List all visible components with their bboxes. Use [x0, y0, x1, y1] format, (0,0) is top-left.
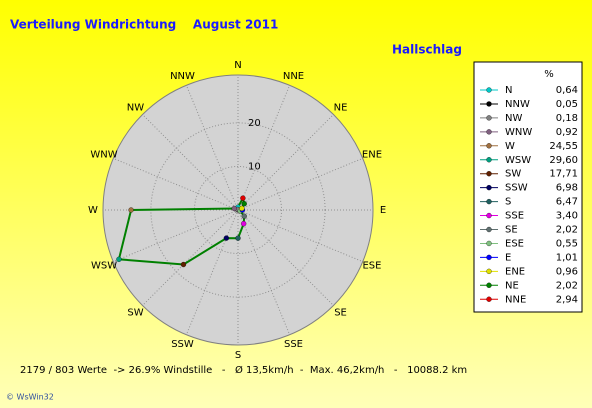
legend-value: 2,94 — [556, 294, 578, 305]
legend-unit: % — [544, 69, 554, 80]
legend-value: 0,92 — [556, 127, 578, 138]
legend-label: ENE — [505, 266, 525, 277]
direction-label: WSW — [91, 260, 117, 271]
grid-circle — [193, 165, 283, 255]
legend-marker — [486, 87, 492, 93]
data-point — [241, 213, 247, 219]
data-point — [231, 205, 237, 212]
data-point — [180, 261, 187, 268]
legend-label: W — [505, 141, 515, 152]
legend-label: S — [505, 197, 511, 208]
direction-label: WNW — [90, 150, 117, 161]
legend-value: 1,01 — [556, 252, 578, 263]
legend-value: 0,55 — [556, 238, 578, 249]
legend-value: 0,64 — [556, 85, 578, 96]
legend-label: NNE — [505, 294, 526, 305]
data-point — [235, 235, 241, 241]
data-point — [116, 256, 122, 262]
direction-label: SSW — [171, 339, 194, 350]
data-point — [241, 221, 247, 227]
r-tick-label: 10 — [248, 161, 261, 172]
legend-value: 6,47 — [556, 197, 578, 208]
r-tick-label: 20 — [248, 118, 261, 129]
direction-label: NE — [334, 102, 348, 113]
legend-value: 0,18 — [556, 113, 578, 124]
legend-label: NW — [505, 113, 522, 124]
legend-value: 2,02 — [556, 280, 578, 291]
legend-label: E — [505, 252, 511, 263]
data-point — [128, 207, 134, 213]
direction-label: NNW — [170, 71, 195, 82]
data-point — [240, 195, 246, 201]
legend-marker — [486, 129, 492, 135]
legend-label: NNW — [505, 99, 530, 110]
data-point — [223, 235, 230, 241]
legend-marker — [486, 171, 492, 177]
legend-marker — [486, 157, 492, 163]
direction-label: S — [235, 350, 241, 361]
legend-value: 29,60 — [549, 155, 578, 166]
direction-label: ESE — [362, 260, 381, 271]
legend-label: SSE — [505, 211, 524, 222]
legend-marker — [486, 226, 492, 233]
legend-value: 0,96 — [556, 266, 578, 277]
direction-label: N — [234, 60, 241, 71]
legend-marker — [486, 115, 492, 121]
footer: 2179 / 803 Werte -> 26.9% Windstille - Ø… — [20, 364, 467, 376]
legend-marker — [486, 143, 492, 149]
direction-label: SW — [127, 308, 143, 319]
legend-marker — [486, 254, 492, 261]
legend-label: SW — [505, 169, 521, 180]
legend-marker — [486, 212, 492, 219]
legend-label: WSW — [505, 155, 531, 166]
credit: © WsWin32 — [6, 393, 54, 402]
legend-marker — [486, 268, 492, 275]
legend-label: NE — [505, 280, 519, 291]
legend-value: 2,02 — [556, 225, 578, 236]
legend-marker — [486, 282, 492, 288]
legend-marker — [486, 296, 492, 302]
direction-label: SSE — [284, 339, 303, 350]
direction-label: ENE — [362, 150, 382, 161]
legend-value: 17,71 — [549, 169, 578, 180]
station-name: Hallschlag — [392, 43, 462, 57]
legend-value: 24,55 — [549, 141, 578, 152]
direction-label: W — [88, 205, 98, 216]
data-point — [241, 201, 247, 207]
legend-label: N — [505, 85, 512, 96]
legend-value: 6,98 — [556, 183, 578, 194]
legend-value: 0,05 — [556, 99, 578, 110]
direction-label: NNE — [283, 71, 304, 82]
legend-marker — [486, 240, 492, 247]
legend-marker — [486, 198, 492, 205]
direction-label: NW — [127, 102, 144, 113]
chart-title: Verteilung Windrichtung August 2011 — [10, 18, 278, 32]
direction-label: E — [380, 205, 386, 216]
legend-label: ESE — [505, 238, 524, 249]
legend-label: WNW — [505, 127, 532, 138]
legend-marker — [486, 184, 492, 191]
legend-label: SSW — [505, 183, 528, 194]
legend-label: SE — [505, 225, 518, 236]
direction-label: SE — [334, 308, 347, 319]
legend-marker — [486, 101, 492, 107]
data-point — [239, 205, 245, 212]
legend-value: 3,40 — [556, 211, 578, 222]
